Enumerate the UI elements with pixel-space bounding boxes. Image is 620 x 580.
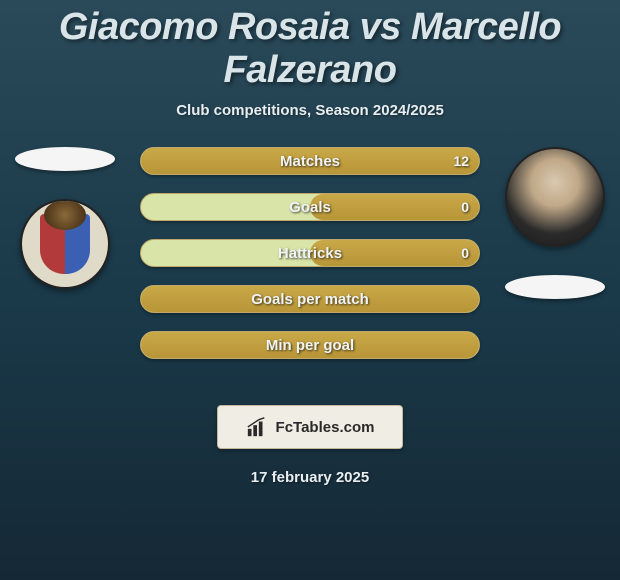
player-left-crest <box>20 199 110 289</box>
stat-right-value: 0 <box>461 194 469 220</box>
footer: FcTables.com 17 february 2025 <box>0 405 620 486</box>
stat-label: Matches <box>141 148 479 174</box>
stat-label: Hattricks <box>141 240 479 266</box>
comparison-main: Matches12Goals0Hattricks0Goals per match… <box>0 147 620 387</box>
stat-label: Min per goal <box>141 332 479 358</box>
stat-bar: Goals per match <box>140 285 480 313</box>
date-text: 17 february 2025 <box>0 469 620 486</box>
branding-badge: FcTables.com <box>217 405 404 449</box>
branding-text: FcTables.com <box>276 419 375 436</box>
page-title: Giacomo Rosaia vs Marcello Falzerano <box>0 6 620 92</box>
stat-label: Goals <box>141 194 479 220</box>
stat-bar: Min per goal <box>140 331 480 359</box>
stat-bar: Hattricks0 <box>140 239 480 267</box>
player-right-col <box>500 147 610 299</box>
player-right-avatar <box>505 147 605 247</box>
stat-bar: Goals0 <box>140 193 480 221</box>
stat-label: Goals per match <box>141 286 479 312</box>
player-right-placeholder <box>505 275 605 299</box>
bar-chart-icon <box>246 416 268 438</box>
stat-right-value: 12 <box>453 148 469 174</box>
stats-bars: Matches12Goals0Hattricks0Goals per match… <box>140 147 480 359</box>
stat-right-value: 0 <box>461 240 469 266</box>
crest-shield-icon <box>40 214 90 274</box>
player-left-col <box>10 147 120 289</box>
player-left-placeholder <box>15 147 115 171</box>
stat-bar: Matches12 <box>140 147 480 175</box>
page-subtitle: Club competitions, Season 2024/2025 <box>0 102 620 119</box>
header: Giacomo Rosaia vs Marcello Falzerano Clu… <box>0 0 620 119</box>
